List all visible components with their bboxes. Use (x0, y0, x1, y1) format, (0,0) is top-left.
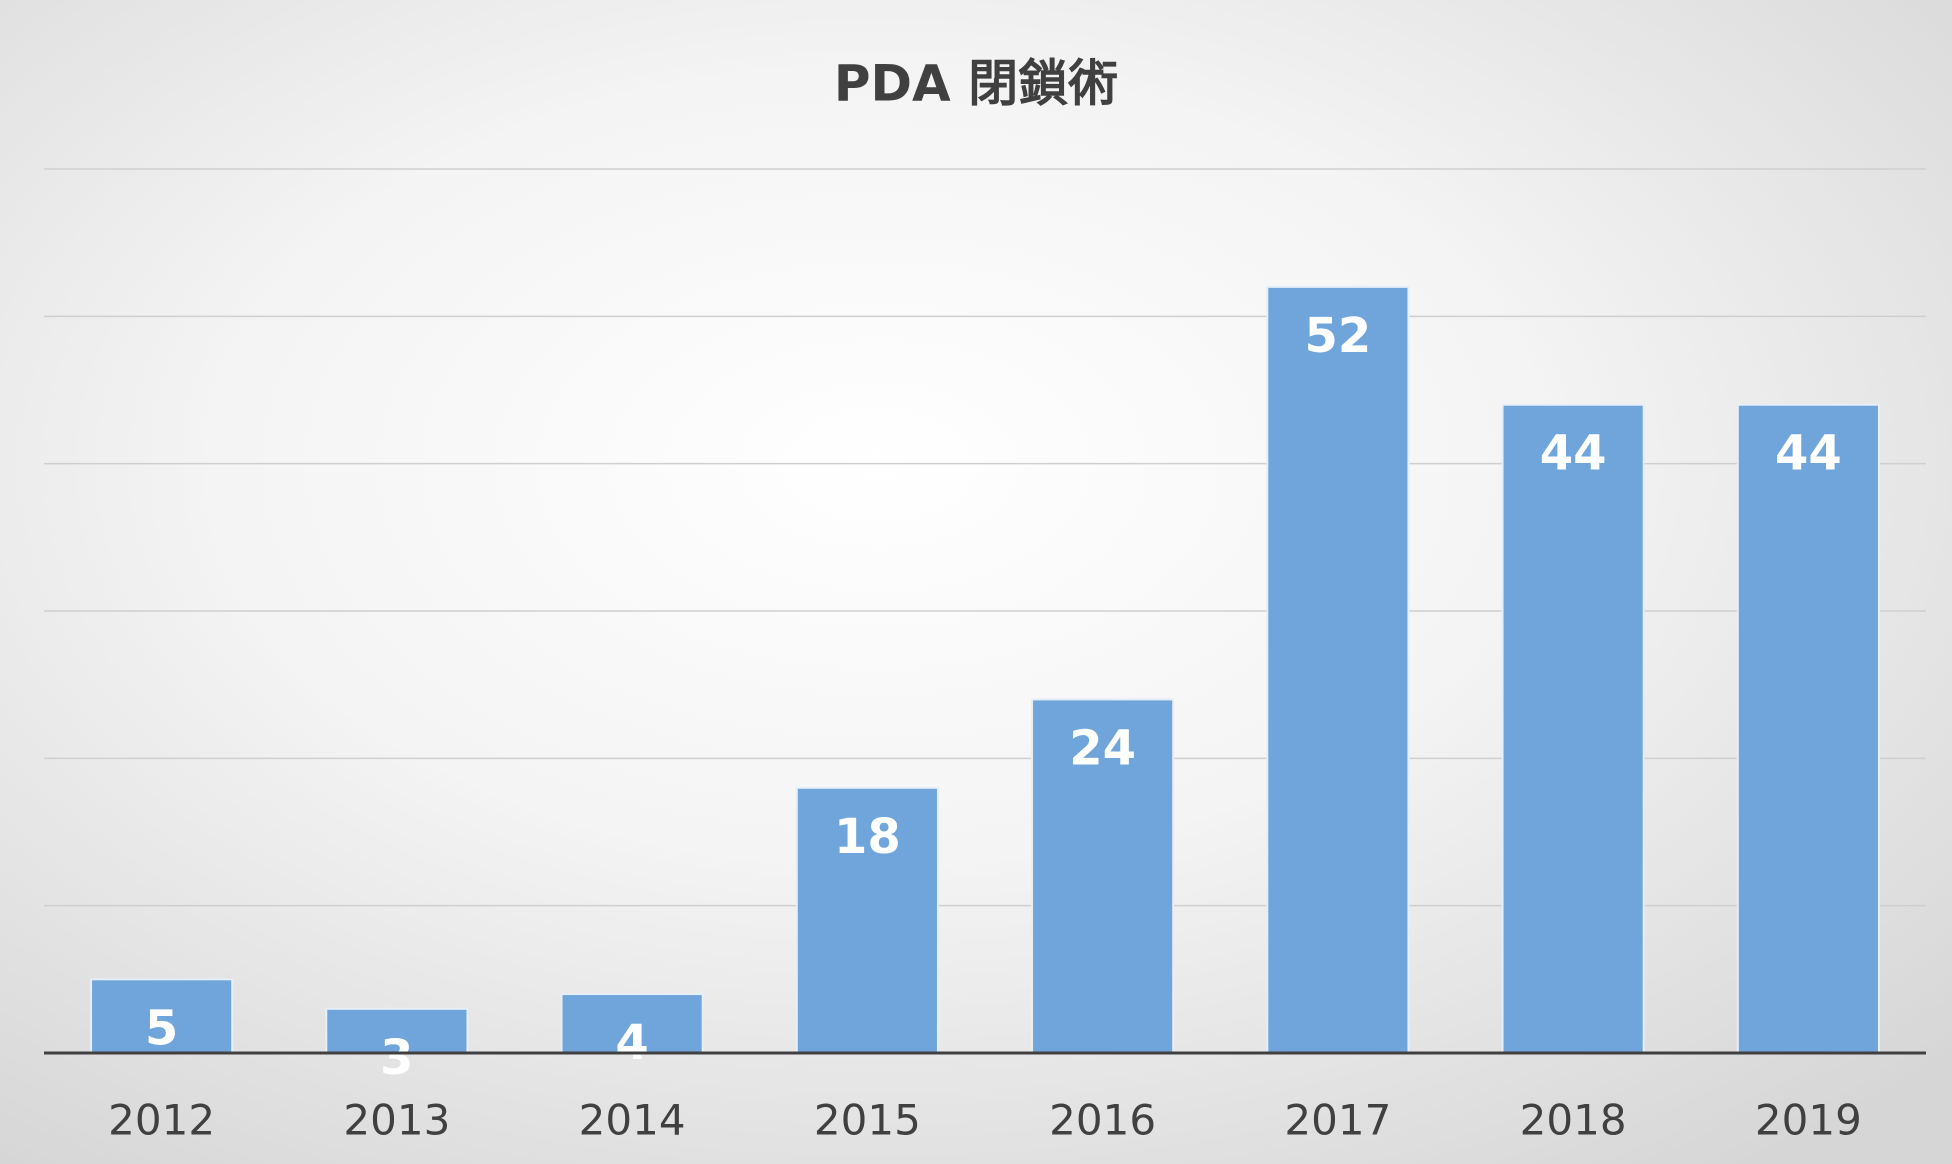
x-tick-label: 2015 (814, 1096, 921, 1145)
bar (1501, 403, 1645, 1054)
bar (795, 786, 939, 1054)
bar (1736, 403, 1880, 1054)
bar (325, 1007, 469, 1054)
data-label: 5 (145, 1000, 178, 1056)
data-label: 44 (1540, 426, 1607, 482)
x-tick-label: 2018 (1520, 1096, 1627, 1145)
x-tick-label: 2019 (1755, 1096, 1862, 1145)
bar (560, 993, 704, 1054)
data-label: 44 (1775, 426, 1842, 482)
x-tick-label: 2012 (108, 1096, 215, 1145)
bar (1266, 285, 1410, 1055)
data-label: 24 (1069, 720, 1136, 776)
x-tick-label: 2016 (1049, 1096, 1156, 1145)
data-label: 3 (380, 1030, 413, 1086)
x-tick-label: 2017 (1284, 1096, 1391, 1145)
x-tick-label: 2013 (343, 1096, 450, 1145)
bar (1031, 698, 1175, 1055)
data-label: 52 (1304, 308, 1371, 364)
chart-title: PDA 閉鎖術 (834, 55, 1118, 113)
x-tick-label: 2014 (579, 1096, 686, 1145)
data-label: 18 (834, 809, 901, 865)
data-label: 4 (615, 1015, 648, 1071)
